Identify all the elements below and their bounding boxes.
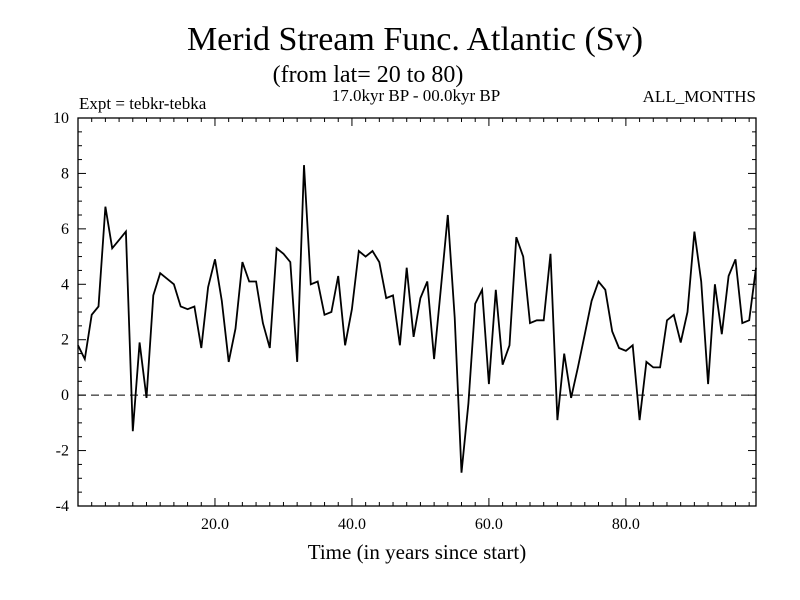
x-tick-label: 20.0 bbox=[201, 516, 229, 533]
months-label: ALL_MONTHS bbox=[643, 87, 756, 106]
y-tick-label: 10 bbox=[53, 110, 69, 127]
time-range-label: 17.0kyr BP - 00.0kyr BP bbox=[332, 86, 500, 105]
y-tick-label: 4 bbox=[61, 276, 69, 293]
y-tick-label: -2 bbox=[56, 443, 69, 460]
x-tick-label: 60.0 bbox=[475, 516, 503, 533]
experiment-label: Expt = tebkr-tebka bbox=[79, 94, 207, 113]
chart-title: Merid Stream Func. Atlantic (Sv) bbox=[187, 21, 643, 58]
x-axis-label: Time (in years since start) bbox=[308, 540, 527, 564]
y-axis-tick-labels: -4 -2 0 2 4 6 8 10 bbox=[53, 110, 69, 515]
y-tick-label: 2 bbox=[61, 332, 69, 349]
y-tick-label: 6 bbox=[61, 221, 69, 238]
x-tick-label: 80.0 bbox=[612, 516, 640, 533]
series-line bbox=[77, 165, 757, 473]
x-axis-tick-labels: 20.0 40.0 60.0 80.0 bbox=[201, 516, 640, 533]
y-tick-label: 0 bbox=[61, 387, 69, 404]
axis-ticks bbox=[78, 117, 756, 507]
chart-subtitle: (from lat= 20 to 80) bbox=[273, 62, 464, 88]
y-tick-label: -4 bbox=[56, 498, 69, 515]
plot-area bbox=[77, 117, 757, 507]
x-tick-label: 40.0 bbox=[338, 516, 366, 533]
y-tick-label: 8 bbox=[61, 165, 69, 182]
